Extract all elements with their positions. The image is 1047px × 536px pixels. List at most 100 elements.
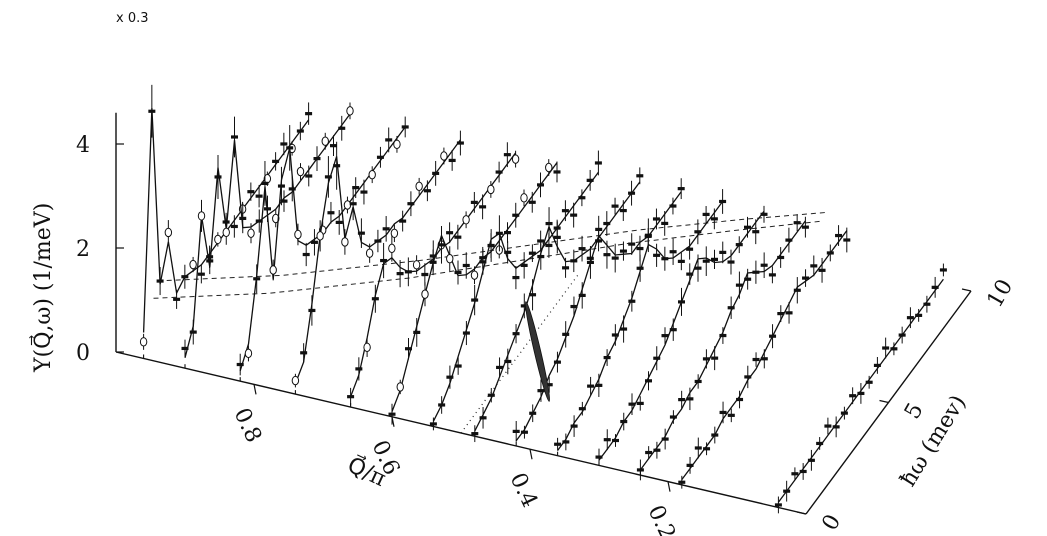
z-tick-label-2: 4 [76,133,90,158]
data-point [818,268,826,272]
data-point [653,448,661,452]
data-point [719,410,727,415]
data-point [421,272,429,277]
data-point [360,190,368,194]
dotted-guide-line [460,272,581,434]
data-point [421,289,429,299]
data-point [471,298,479,302]
data-point [446,231,454,235]
data-point [222,227,230,238]
data-point [768,273,776,277]
data-point [735,243,743,247]
data-point [280,199,288,203]
data-point [570,424,578,428]
data-point [843,238,851,242]
data-point [652,217,660,221]
data-point [385,138,393,142]
data-point [595,383,603,387]
data-point [760,212,768,216]
data-point [727,260,735,264]
data-point [719,250,727,254]
data-point [744,277,752,281]
data-point [923,302,931,306]
data-point [236,362,244,367]
data-point [826,251,834,255]
ridge-7 [471,167,644,443]
data-point [711,433,719,437]
z-tick-label-1: 2 [76,237,90,262]
data-point [520,193,528,203]
data-point [595,227,603,232]
data-point [545,221,553,226]
data-point [302,252,310,257]
data-point [793,221,801,225]
data-point [438,243,445,247]
q-tick-label-0: 0.8 [229,404,266,446]
data-point [603,355,611,360]
data-point [611,256,619,260]
data-point [520,304,528,308]
ridge-4 [347,142,520,408]
data-point [247,228,255,238]
data-point [645,450,653,455]
ridge-9 [554,189,727,456]
data-point [824,424,832,428]
data-point [686,463,694,467]
ridge-8 [512,178,685,446]
data-point [653,253,661,257]
data-point [390,228,399,238]
q-tick-1 [391,416,395,427]
data-point [882,346,890,350]
data-point [570,259,578,263]
data-point [244,348,253,359]
data-point [382,227,390,231]
data-point [255,219,263,223]
data-point [305,112,313,116]
data-point [296,166,305,177]
data-point [310,240,318,244]
q-axis-ticks: 0.80.60.40.2 [229,384,680,536]
data-point [214,175,222,179]
data-point [528,200,536,204]
data-point [553,235,561,239]
data-point [736,397,744,402]
data-point [388,243,396,254]
data-point [371,297,379,301]
data-point [939,268,947,272]
data-point [636,401,644,406]
q-axis-line [115,351,807,515]
q-tick-label-2: 0.4 [505,469,542,511]
data-point [570,304,578,309]
data-point [438,403,446,407]
data-point [906,316,914,320]
data-point [349,202,357,206]
data-point [702,357,710,361]
data-point [661,221,669,226]
data-point [620,327,628,331]
data-point [324,175,332,179]
data-point [272,213,280,224]
data-point [686,397,694,401]
data-point [562,332,570,336]
data-point [628,242,636,246]
data-point [628,191,636,195]
data-point [785,311,793,315]
data-point [291,375,300,386]
data-point [561,209,569,213]
data-point [562,266,570,270]
ridge-13 [774,263,947,514]
data-point [407,202,415,206]
data-point [456,141,464,145]
data-point [628,299,636,303]
z-axis-ticks: 0 2 4 [76,133,124,366]
data-point [791,472,799,476]
data-point [446,375,454,379]
data-point [636,468,644,472]
data-point [777,255,785,260]
data-point [799,469,807,474]
data-point [197,211,206,221]
data-point [365,248,374,258]
data-point [181,275,189,279]
data-point [396,272,404,276]
data-point [512,213,520,217]
